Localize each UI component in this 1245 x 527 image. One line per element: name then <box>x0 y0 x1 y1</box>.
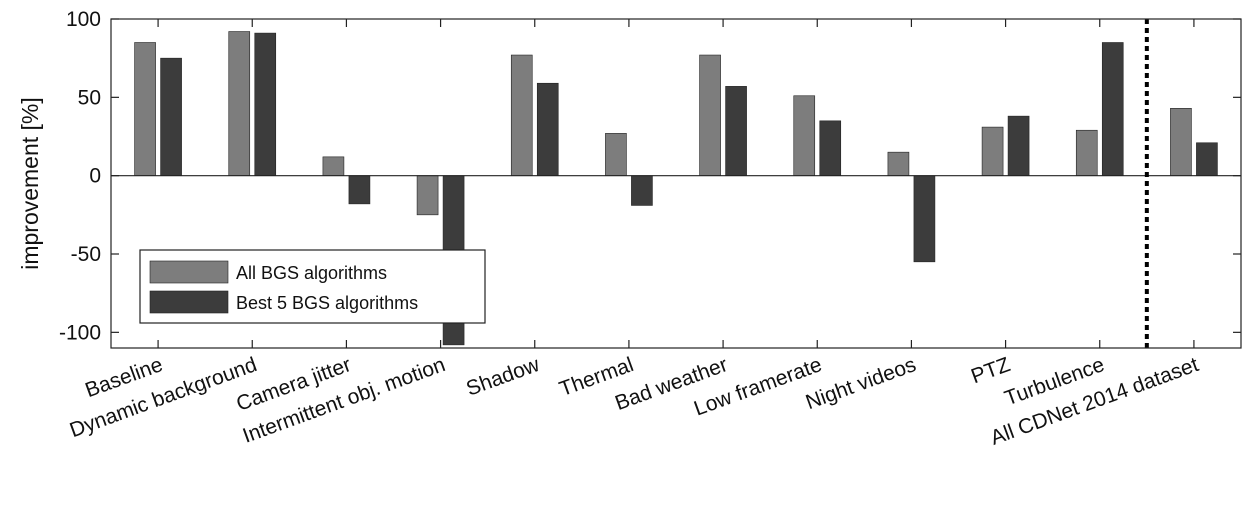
y-tick-label: -100 <box>59 321 101 344</box>
legend-swatch-all-bgs <box>150 261 228 283</box>
bar-best-5-9 <box>1008 116 1029 176</box>
bar-best-5-6 <box>726 86 747 175</box>
legend-swatch-best-5 <box>150 291 228 313</box>
bar-all-bgs-3 <box>417 176 438 215</box>
bar-all-bgs-2 <box>323 157 344 176</box>
bar-best-5-5 <box>631 176 652 206</box>
y-tick-label: 0 <box>89 165 101 188</box>
bar-all-bgs-11 <box>1170 108 1191 175</box>
bar-all-bgs-5 <box>605 133 626 175</box>
bar-all-bgs-10 <box>1076 130 1097 175</box>
legend: All BGS algorithms Best 5 BGS algorithms <box>140 250 485 323</box>
bar-best-5-10 <box>1102 43 1123 176</box>
bar-all-bgs-7 <box>794 96 815 176</box>
y-tick-label: -50 <box>71 243 101 266</box>
bar-all-bgs-6 <box>700 55 721 176</box>
bar-best-5-8 <box>914 176 935 262</box>
bar-best-5-11 <box>1196 143 1217 176</box>
x-category-label: PTZ <box>968 353 1013 388</box>
y-axis-title: improvement [%] <box>17 97 43 270</box>
bar-all-bgs-8 <box>888 152 909 176</box>
bar-all-bgs-9 <box>982 127 1003 176</box>
y-tick-label: 100 <box>66 8 101 31</box>
bar-all-bgs-0 <box>135 43 156 176</box>
bar-best-5-1 <box>255 33 276 176</box>
bar-best-5-7 <box>820 121 841 176</box>
bar-all-bgs-1 <box>229 32 250 176</box>
x-category-label: Shadow <box>463 353 543 401</box>
legend-label-all-bgs: All BGS algorithms <box>236 263 387 283</box>
y-tick-label: 50 <box>78 86 101 109</box>
bar-best-5-0 <box>161 58 182 176</box>
bar-best-5-2 <box>349 176 370 204</box>
legend-label-best-5: Best 5 BGS algorithms <box>236 293 418 313</box>
bar-all-bgs-4 <box>511 55 532 176</box>
bar-best-5-4 <box>537 83 558 175</box>
